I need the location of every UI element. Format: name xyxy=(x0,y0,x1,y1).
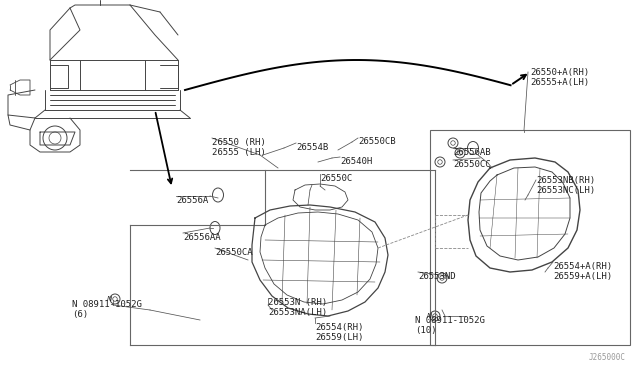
Text: 26553NB(RH)
26553NC(LH): 26553NB(RH) 26553NC(LH) xyxy=(536,176,595,195)
Text: N: N xyxy=(426,313,431,319)
Text: J265000C: J265000C xyxy=(589,353,626,362)
Text: 26556AA: 26556AA xyxy=(183,233,221,242)
Text: 26553ND: 26553ND xyxy=(418,272,456,281)
Bar xyxy=(430,130,630,345)
Text: 26550CA: 26550CA xyxy=(215,248,253,257)
Text: 26550 (RH)
26555 (LH): 26550 (RH) 26555 (LH) xyxy=(212,138,266,157)
Text: 26540H: 26540H xyxy=(340,157,372,166)
Text: 26550CB: 26550CB xyxy=(358,137,396,146)
Text: 26554B: 26554B xyxy=(296,143,328,152)
Bar xyxy=(130,170,435,345)
Text: N: N xyxy=(106,296,111,302)
Text: 26554(RH)
26559(LH): 26554(RH) 26559(LH) xyxy=(315,323,364,342)
Text: N 08911-1052G
(10): N 08911-1052G (10) xyxy=(415,316,485,336)
Text: 26550+A(RH)
26555+A(LH): 26550+A(RH) 26555+A(LH) xyxy=(530,68,589,87)
Text: 26554+A(RH)
26559+A(LH): 26554+A(RH) 26559+A(LH) xyxy=(553,262,612,281)
Text: 26550C: 26550C xyxy=(320,174,352,183)
Text: 26556A: 26556A xyxy=(176,196,208,205)
Text: 26556AB: 26556AB xyxy=(453,148,491,157)
Text: 26553N (RH)
26553NA(LH): 26553N (RH) 26553NA(LH) xyxy=(268,298,327,317)
Text: N 08911-1052G
(6): N 08911-1052G (6) xyxy=(72,300,142,320)
Text: 26550CC: 26550CC xyxy=(453,160,491,169)
